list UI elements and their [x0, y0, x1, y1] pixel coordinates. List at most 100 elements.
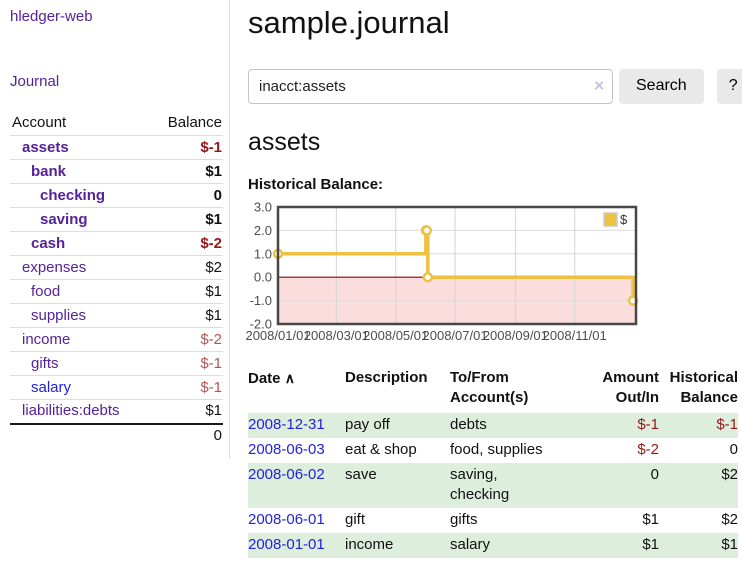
account-balance: $1	[149, 159, 223, 184]
svg-text:2008/01/01: 2008/01/01	[245, 328, 310, 343]
transaction-description: gift	[345, 511, 366, 528]
table-row[interactable]: 2008-12-31 pay off debts $-1 $-1	[248, 413, 738, 438]
transaction-date: 2008-06-03	[248, 438, 345, 463]
transaction-date-link[interactable]: 2008-12-31	[248, 416, 325, 433]
account-row: expenses $2	[10, 255, 223, 280]
transaction-amount: $-2	[637, 441, 659, 458]
transaction-description: save	[345, 466, 377, 483]
chart-title: Historical Balance:	[248, 176, 384, 193]
search-input[interactable]	[248, 68, 613, 104]
transaction-date-link[interactable]: 2008-06-02	[248, 466, 325, 483]
chart-legend-label: $	[620, 212, 628, 227]
svg-text:2008/09/01: 2008/09/01	[483, 328, 548, 343]
table-row[interactable]: 2008-06-02 save saving, checking 0 $2	[248, 463, 738, 508]
transaction-accounts: debts	[450, 416, 487, 433]
historical-balance-chart: 3.0 2.0 1.0 0.0 -1.0 -2.0 2008/01/01 2008/03/01…	[245, 200, 648, 344]
account-balance: $1	[149, 303, 223, 328]
svg-text:2008/05/01: 2008/05/01	[363, 328, 428, 343]
account-row: liabilities:debts $1	[10, 400, 223, 424]
account-link[interactable]: bank	[31, 162, 67, 180]
transaction-amount: $-1	[637, 416, 659, 433]
account-balance: $1	[149, 279, 223, 304]
account-link[interactable]: assets	[22, 138, 69, 156]
transaction-balance: $-1	[716, 416, 738, 433]
register-header-date[interactable]: Date ∧	[248, 370, 295, 387]
register-header-balance[interactable]: Historical Balance	[669, 369, 738, 406]
account-link[interactable]: saving	[40, 210, 88, 228]
transaction-description: income	[345, 536, 394, 553]
account-row: bank $1	[10, 159, 223, 184]
clear-search-icon[interactable]: ×	[594, 75, 604, 95]
account-row: gifts $-1	[10, 351, 223, 376]
transaction-balance: 0	[729, 441, 738, 458]
table-row[interactable]: 2008-06-03 eat & shop food, supplies $-2 0	[248, 438, 738, 463]
account-link[interactable]: expenses	[22, 258, 87, 276]
transaction-amount: $1	[642, 511, 659, 528]
accounts-table: Account Balance assets $-1 bank $1 checking 0…	[10, 112, 223, 448]
transaction-date: 2008-01-01	[248, 533, 345, 558]
account-balance: $-2	[149, 231, 223, 256]
transaction-amount: 0	[650, 466, 659, 483]
search-field-wrap: ×	[248, 68, 613, 104]
sidebar-item-journal[interactable]: Journal	[10, 73, 60, 90]
help-button[interactable]: ?	[716, 68, 742, 104]
svg-text:2008/11/01: 2008/11/01	[543, 328, 607, 343]
transaction-balance: $2	[721, 466, 738, 483]
account-link[interactable]: salary	[31, 378, 72, 396]
account-balance: 0	[149, 183, 223, 208]
svg-text:-2.0: -2.0	[250, 317, 272, 332]
accounts-total-row: 0	[10, 422, 223, 448]
svg-text:2008/03/01: 2008/03/01	[304, 328, 369, 343]
app-title-link[interactable]: hledger-web	[10, 8, 93, 25]
account-balance: $-2	[149, 327, 223, 352]
search-button[interactable]: Search	[619, 68, 704, 104]
accounts-table-body: assets $-1 bank $1 checking 0 saving $1 cash $-2 e…	[10, 135, 223, 424]
register-header-accounts[interactable]: To/From Account(s)	[450, 369, 529, 406]
account-link[interactable]: supplies	[31, 306, 87, 324]
sort-asc-icon: ∧	[284, 370, 295, 386]
register-header-description[interactable]: Description	[345, 369, 428, 386]
svg-text:-1.0: -1.0	[250, 293, 272, 308]
account-link[interactable]: cash	[31, 234, 66, 252]
account-heading: assets	[248, 128, 321, 156]
account-link[interactable]: income	[22, 330, 71, 348]
transaction-balance: $2	[721, 511, 738, 528]
transaction-date: 2008-12-31	[248, 413, 345, 438]
account-link[interactable]: food	[31, 282, 61, 300]
account-link[interactable]: liabilities:debts	[22, 402, 120, 420]
transaction-date: 2008-06-01	[248, 508, 345, 533]
accounts-header-balance: Balance	[149, 112, 223, 136]
table-row[interactable]: 2008-06-01 gift gifts $1 $2	[248, 508, 738, 533]
transaction-date-link[interactable]: 2008-01-01	[248, 536, 325, 553]
account-balance: $-1	[149, 351, 223, 376]
transaction-amount: $1	[642, 536, 659, 553]
register-table-body: 2008-12-31 pay off debts $-1 $-1 2008-06-03 ea…	[248, 413, 738, 558]
account-link[interactable]: checking	[40, 186, 106, 204]
account-row: food $1	[10, 279, 223, 304]
accounts-header-account: Account	[10, 112, 150, 136]
account-balance: $-1	[149, 375, 223, 400]
transaction-accounts: food, supplies	[450, 441, 543, 458]
account-row: assets $-1	[10, 135, 223, 160]
svg-text:0.0: 0.0	[254, 270, 272, 285]
account-balance: $2	[149, 255, 223, 280]
transaction-description: eat & shop	[345, 441, 417, 458]
register-table: Date ∧ Description To/From Account(s) Am…	[248, 368, 738, 558]
svg-text:3.0: 3.0	[254, 200, 272, 215]
register-header-amount[interactable]: Amount Out/In	[602, 369, 659, 406]
account-row: supplies $1	[10, 303, 223, 328]
transaction-accounts: saving, checking	[450, 466, 510, 503]
sidebar: hledger-web Journal Account Balance asse…	[0, 0, 230, 458]
transaction-description: pay off	[345, 416, 390, 433]
table-row[interactable]: 2008-01-01 income salary $1 $1	[248, 533, 738, 558]
svg-text:2008/07/01: 2008/07/01	[423, 328, 488, 343]
svg-text:2.0: 2.0	[254, 223, 272, 238]
transaction-date-link[interactable]: 2008-06-03	[248, 441, 325, 458]
transaction-date: 2008-06-02	[248, 463, 345, 508]
transaction-accounts: salary	[450, 536, 491, 553]
account-link[interactable]: gifts	[31, 354, 59, 372]
transaction-date-link[interactable]: 2008-06-01	[248, 511, 325, 528]
account-balance: $1	[205, 402, 222, 420]
main-content: sample.journal × Search ? assets Histori…	[230, 0, 742, 582]
